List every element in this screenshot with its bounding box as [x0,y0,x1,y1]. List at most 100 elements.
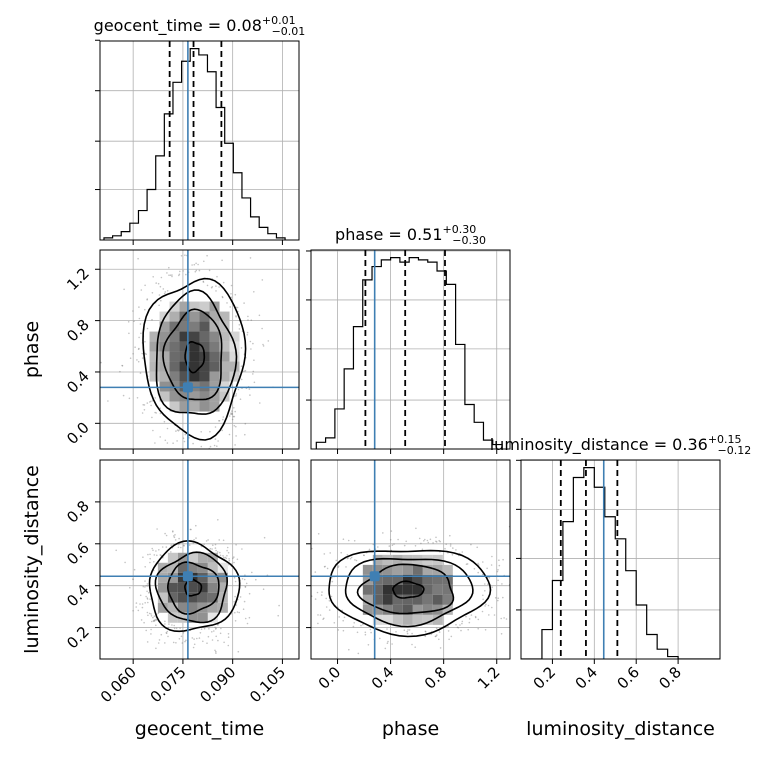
scatter-point [481,573,484,576]
density-cell [219,381,230,392]
scatter-point [171,275,173,278]
scatter-point [136,397,139,399]
scatter-point [183,545,185,547]
scatter-point [461,620,464,623]
density-cell [362,564,373,575]
histogram-step [103,48,286,240]
panels-layer [95,39,721,664]
scatter-point [151,318,153,321]
scatter-point [353,540,356,542]
scatter-point [146,327,149,330]
scatter-point [132,578,134,581]
scatter-point [501,583,503,585]
density-cell [167,602,178,613]
scatter-point [218,286,220,288]
density-cell [442,564,453,575]
scatter-point [178,273,181,276]
density-cell [229,361,240,372]
panel-content [100,250,299,462]
scatter-point [185,639,187,642]
contour-line [162,308,223,401]
scatter-point [250,319,253,322]
scatter-point [173,536,176,539]
histogram-step [315,257,503,449]
scatter-point [147,553,149,556]
scatter-point [140,619,143,621]
density-cell [179,321,190,332]
density-cell [392,584,403,595]
scatter-point [226,546,229,549]
scatter-point [363,554,365,557]
scatter-point [427,541,430,544]
scatter-point [436,634,438,636]
scatter-point [175,627,178,630]
density-cell [179,341,190,352]
density-cell [169,321,180,332]
density-cell [169,401,180,412]
scatter-point [178,537,180,540]
scatter-point [222,539,225,542]
panel-content [521,460,720,659]
scatter-point [202,640,204,643]
density-cell [209,381,220,392]
scatter-point [178,428,181,431]
scatter-point [490,564,493,566]
scatter-point [144,586,146,588]
scatter-point [153,561,155,563]
scatter-point [138,317,141,320]
scatter-point [167,626,170,629]
scatter-point [486,567,488,570]
density-cell [207,582,218,593]
scatter-point [230,296,233,299]
scatter-point [157,282,160,285]
density-cell [199,341,210,352]
scatter-point [134,346,136,349]
density-cell [392,614,403,625]
scatter-point [145,629,147,632]
scatter-point [474,616,477,619]
scatter-point [360,624,362,627]
density-cell [432,614,443,625]
scatter-point [223,641,225,644]
density-cell [189,391,200,402]
scatter-point [337,566,340,569]
scatter-point [162,288,165,290]
scatter-point [164,291,167,293]
scatter-point [347,557,350,559]
scatter-point [236,558,239,561]
scatter-point [251,571,253,574]
panel-content [100,460,299,659]
density-cell [219,391,230,402]
scatter-point [234,293,237,296]
scatter-point [434,635,437,638]
scatter-point [219,554,222,557]
scatter-point [248,388,251,390]
x-tick-label: 0.4 [368,663,398,693]
scatter-point [205,540,208,542]
scatter-point [166,290,169,292]
scatter-point [144,308,146,311]
scatter-point [496,570,499,573]
scatter-point [157,452,159,454]
scatter-point [222,456,224,458]
scatter-point [278,604,280,607]
scatter-point [184,460,186,462]
contour-line [184,340,206,374]
scatter-point [215,627,217,629]
scatter-point [150,615,153,617]
scatter-point [164,620,166,623]
scatter-point [484,605,486,607]
y-tick-label: 0.2 [63,623,93,653]
density-cell [189,351,200,362]
scatter-point [484,583,486,585]
density-cell [187,602,198,613]
scatter-point [348,648,350,651]
x-tick-label: 0.6 [613,663,643,693]
scatter-point [233,561,235,564]
scatter-point [159,407,161,410]
density-cell [402,584,413,595]
scatter-point [149,561,151,564]
scatter-point [229,306,231,308]
scatter-point [202,280,205,283]
density-cell [169,351,180,362]
